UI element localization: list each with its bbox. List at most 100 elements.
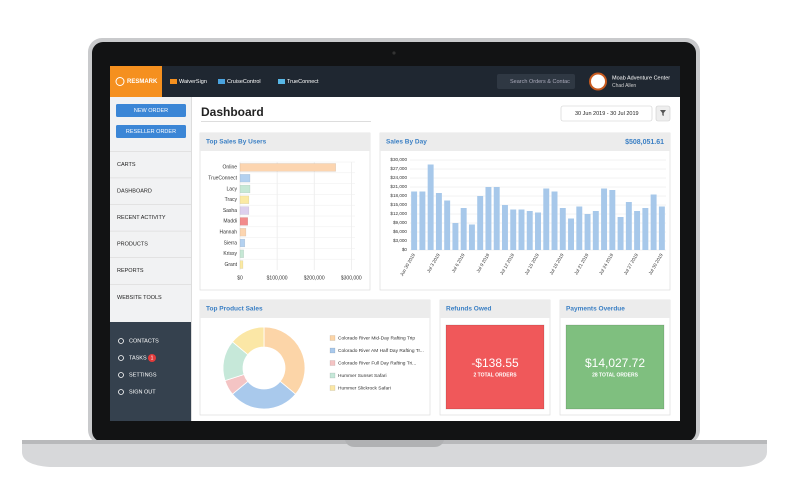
bar <box>617 217 624 250</box>
user-name: Chad Allen <box>612 83 636 89</box>
bar <box>239 184 251 194</box>
bar <box>551 191 558 250</box>
bar <box>526 211 533 250</box>
footer-icon <box>118 338 124 344</box>
y-tick-label: $21,000 <box>390 184 407 189</box>
nav-item[interactable]: TrueConnect <box>287 79 319 85</box>
footer-item[interactable]: SIGN OUT <box>129 389 156 395</box>
bar <box>239 174 251 183</box>
search-placeholder: Search Orders & Contac <box>510 79 570 85</box>
search-box[interactable] <box>497 74 575 89</box>
card-header <box>440 300 550 318</box>
nav-icon <box>170 79 177 84</box>
sidebar-button[interactable] <box>116 125 186 138</box>
menu-divider <box>110 257 191 258</box>
camera <box>392 51 396 55</box>
legend-swatch <box>329 335 336 341</box>
legend-label: Colorado River Mid-Day Rafting Trip <box>338 335 415 341</box>
bar <box>493 187 500 250</box>
avatar[interactable] <box>589 72 607 91</box>
x-tick-label: $300,000 <box>341 275 362 281</box>
bar <box>501 205 508 250</box>
legend-swatch <box>329 372 336 379</box>
x-tick-label: $100,000 <box>267 275 288 281</box>
bar <box>452 223 459 250</box>
base-notch <box>345 440 444 447</box>
badge-count: 1 <box>151 355 154 361</box>
footer-item[interactable]: SETTINGS <box>129 372 157 378</box>
bar <box>239 195 250 204</box>
legend-swatch <box>329 347 336 354</box>
products-panel-header <box>200 300 430 318</box>
bar <box>239 260 244 269</box>
bar <box>239 217 248 226</box>
bar <box>239 163 336 172</box>
menu-divider <box>110 151 191 152</box>
x-tick-label: $200,000 <box>304 275 325 281</box>
bar <box>468 224 475 250</box>
filter-icon <box>660 110 666 116</box>
bar <box>576 206 583 250</box>
menu-item[interactable]: RECENT ACTIVITY <box>117 215 166 221</box>
bar <box>239 238 246 248</box>
menu-item[interactable]: DASHBOARD <box>117 188 152 194</box>
y-tick-label: $6,000 <box>393 229 407 234</box>
menu-divider <box>110 230 191 232</box>
legend-label: Hummer Sunset Safari <box>338 373 387 379</box>
sales-total: $508,051.61 <box>625 139 664 146</box>
legend-label: Colorado River AM Half Day Rafting Tr... <box>338 348 424 354</box>
sidebar-border <box>191 97 192 421</box>
bar <box>477 196 484 250</box>
menu-item[interactable]: REPORTS <box>117 268 144 274</box>
y-tick-label: $15,000 <box>390 202 407 207</box>
sidebar-footer <box>110 322 191 421</box>
card-header <box>560 300 670 318</box>
logo[interactable] <box>110 66 162 97</box>
sidebar-button[interactable] <box>116 104 186 117</box>
card-title: Refunds Owed <box>446 306 492 313</box>
card-amount: $14,027.72 <box>585 356 645 370</box>
menu-divider <box>110 284 191 285</box>
bar <box>543 188 550 250</box>
badge <box>148 354 156 362</box>
y-tick-label: Sierra <box>224 240 238 246</box>
menu-item[interactable]: PRODUCTS <box>117 242 148 248</box>
users-panel-header <box>200 133 370 151</box>
nav-item[interactable]: CruiseControl <box>227 79 261 85</box>
card-orders: 28 TOTAL ORDERS <box>592 372 639 378</box>
nav-icon <box>278 79 285 84</box>
y-tick-label: $0 <box>402 247 408 252</box>
footer-icon <box>118 355 124 361</box>
panel-title: Top Product Sales <box>206 306 263 313</box>
date-picker[interactable] <box>560 105 653 122</box>
y-tick-label: $3,000 <box>393 238 407 243</box>
footer-icon <box>118 372 124 378</box>
menu-item[interactable]: CARTS <box>117 162 136 168</box>
donut-slice <box>231 326 265 356</box>
card-orders: 2 TOTAL ORDERS <box>473 372 517 378</box>
legend-swatch <box>329 360 336 366</box>
menu-item[interactable]: WEBSITE TOOLS <box>117 295 162 301</box>
bar <box>435 193 442 250</box>
bar <box>634 211 641 250</box>
y-tick-label: Tracy <box>225 197 238 203</box>
panel-title: Sales By Day <box>386 139 427 146</box>
y-tick-label: Hannah <box>219 230 237 236</box>
footer-item[interactable]: TASKS <box>129 355 147 361</box>
bar <box>518 209 525 250</box>
card-amount: -$138.55 <box>471 356 519 370</box>
y-tick-label: $12,000 <box>390 211 407 216</box>
y-tick-label: $9,000 <box>393 220 407 225</box>
bar <box>535 212 541 250</box>
y-tick-label: Sasha <box>223 208 237 214</box>
y-tick-label: TrueConnect <box>208 176 237 182</box>
bar <box>510 209 517 250</box>
nav-item[interactable]: WaiverSign <box>179 79 207 85</box>
footer-item[interactable]: CONTACTS <box>129 338 159 344</box>
bar <box>559 208 566 250</box>
laptop-base <box>22 440 767 467</box>
bar <box>584 214 591 250</box>
top-nav <box>110 66 680 97</box>
panel-title: Top Sales By Users <box>206 139 267 146</box>
card-box <box>565 324 665 410</box>
